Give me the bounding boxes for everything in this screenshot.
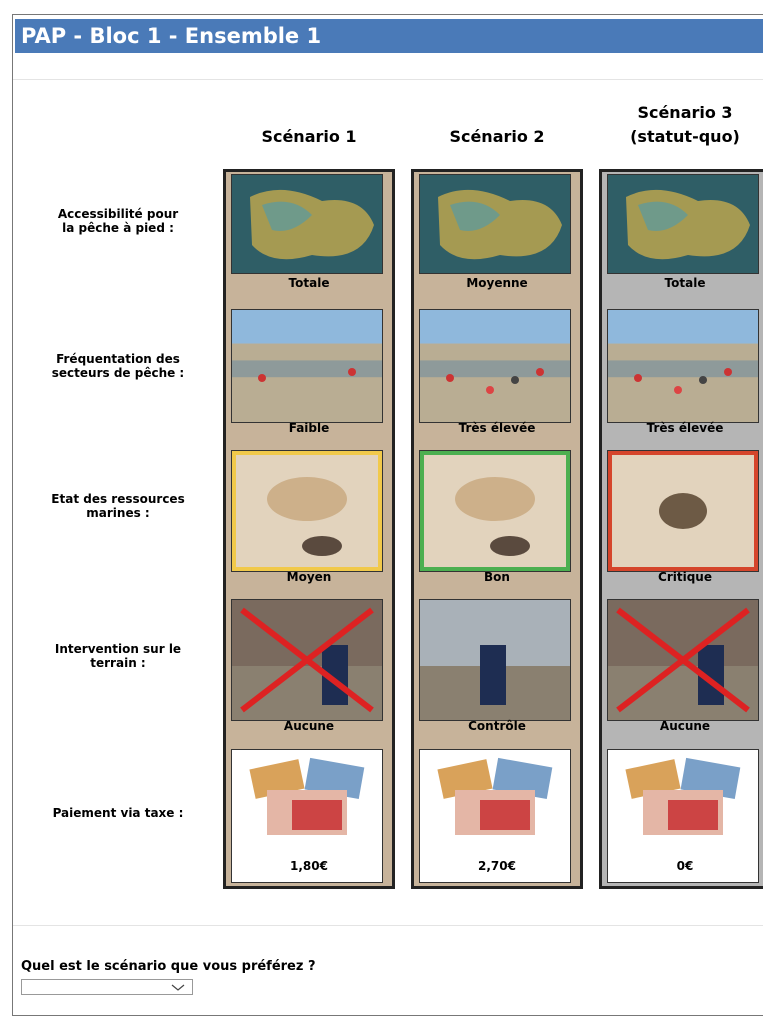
attribute-label: Accessibilité pour la pêche à pied : bbox=[23, 207, 213, 235]
image-art bbox=[608, 175, 758, 273]
scenario-title: Scénario 2 bbox=[411, 125, 583, 149]
level-label: Critique bbox=[658, 570, 712, 584]
level-label: Totale bbox=[288, 276, 330, 290]
image-art bbox=[608, 451, 758, 571]
attribute-label-line: terrain : bbox=[90, 656, 146, 670]
question-text: Quel est le scénario que vous préférez ? bbox=[21, 959, 316, 974]
attribute-image bbox=[231, 450, 383, 572]
attribute-image bbox=[419, 174, 571, 274]
image-art bbox=[232, 600, 382, 720]
attribute-image bbox=[607, 599, 759, 721]
attribute-image bbox=[607, 174, 759, 274]
header-title: PAP - Bloc 1 - Ensemble 1 bbox=[15, 19, 763, 53]
attribute-label-line: Paiement via taxe : bbox=[52, 806, 184, 820]
answer-select[interactable] bbox=[21, 979, 193, 995]
image-art bbox=[420, 750, 570, 854]
attribute-image bbox=[419, 599, 571, 721]
attribute-label-line: Etat des ressources bbox=[51, 492, 185, 506]
level-label: Bon bbox=[484, 570, 510, 584]
attribute-image bbox=[231, 174, 383, 274]
attribute-label: Paiement via taxe : bbox=[23, 806, 213, 820]
level-label: Aucune bbox=[659, 719, 711, 733]
image-art bbox=[420, 175, 570, 273]
image-art bbox=[232, 175, 382, 273]
level-label: Moyen bbox=[286, 570, 332, 584]
level-label: Contrôle bbox=[468, 719, 526, 733]
scenario-title-line: Scénario 2 bbox=[449, 127, 545, 146]
attribute-image bbox=[419, 309, 571, 423]
image-art bbox=[232, 310, 382, 422]
attribute-label: Fréquentation des secteurs de pêche : bbox=[23, 352, 213, 380]
image-art bbox=[232, 451, 382, 571]
image-art bbox=[420, 451, 570, 571]
scenario-title-line: (statut-quo) bbox=[630, 127, 740, 146]
attribute-image bbox=[231, 749, 383, 883]
scenario-title: Scénario 1 bbox=[223, 125, 395, 149]
level-label: 2,70€ bbox=[478, 859, 516, 873]
scenario-title-line: Scénario 1 bbox=[261, 127, 357, 146]
level-label: 0€ bbox=[676, 859, 694, 873]
attribute-label-line: Intervention sur le bbox=[54, 642, 182, 656]
attribute-label-line: Accessibilité pour bbox=[57, 207, 179, 221]
scenario-column: Totale Très élevée Critique Aucune 0€ bbox=[599, 169, 763, 889]
attribute-image bbox=[607, 309, 759, 423]
scenario-title-line: Scénario 3 bbox=[637, 103, 733, 122]
attribute-image bbox=[419, 749, 571, 883]
separator bbox=[13, 925, 763, 926]
image-art bbox=[608, 600, 758, 720]
separator bbox=[13, 79, 763, 80]
level-label: Très élevée bbox=[458, 421, 536, 435]
attribute-label: Etat des ressources marines : bbox=[23, 492, 213, 520]
scenario-title: Scénario 3 (statut-quo) bbox=[599, 101, 763, 149]
attribute-image bbox=[607, 450, 759, 572]
attribute-image bbox=[231, 599, 383, 721]
level-label: Très élevée bbox=[646, 421, 724, 435]
survey-frame: PAP - Bloc 1 - Ensemble 1 Quel est le sc… bbox=[12, 14, 763, 1016]
attribute-image bbox=[231, 309, 383, 423]
attribute-label-line: marines : bbox=[86, 506, 150, 520]
attribute-label: Intervention sur le terrain : bbox=[23, 642, 213, 670]
image-art bbox=[608, 750, 758, 854]
scenario-column: Moyenne Très élevée Bon Contrôle 2,70€ bbox=[411, 169, 583, 889]
attribute-image bbox=[419, 450, 571, 572]
attribute-label-line: la pêche à pied : bbox=[62, 221, 174, 235]
image-art bbox=[608, 310, 758, 422]
level-label: Aucune bbox=[283, 719, 335, 733]
level-label: Faible bbox=[288, 421, 330, 435]
level-label: Totale bbox=[664, 276, 706, 290]
attribute-label-line: Fréquentation des bbox=[56, 352, 180, 366]
attribute-image bbox=[607, 749, 759, 883]
level-label: 1,80€ bbox=[290, 859, 328, 873]
level-label: Moyenne bbox=[466, 276, 528, 290]
image-art bbox=[420, 310, 570, 422]
image-art bbox=[232, 750, 382, 854]
attribute-label-line: secteurs de pêche : bbox=[51, 366, 185, 380]
image-art bbox=[420, 600, 570, 720]
select-arrow bbox=[171, 984, 185, 991]
scenario-column: Totale Faible Moyen Aucune 1,80€ bbox=[223, 169, 395, 889]
